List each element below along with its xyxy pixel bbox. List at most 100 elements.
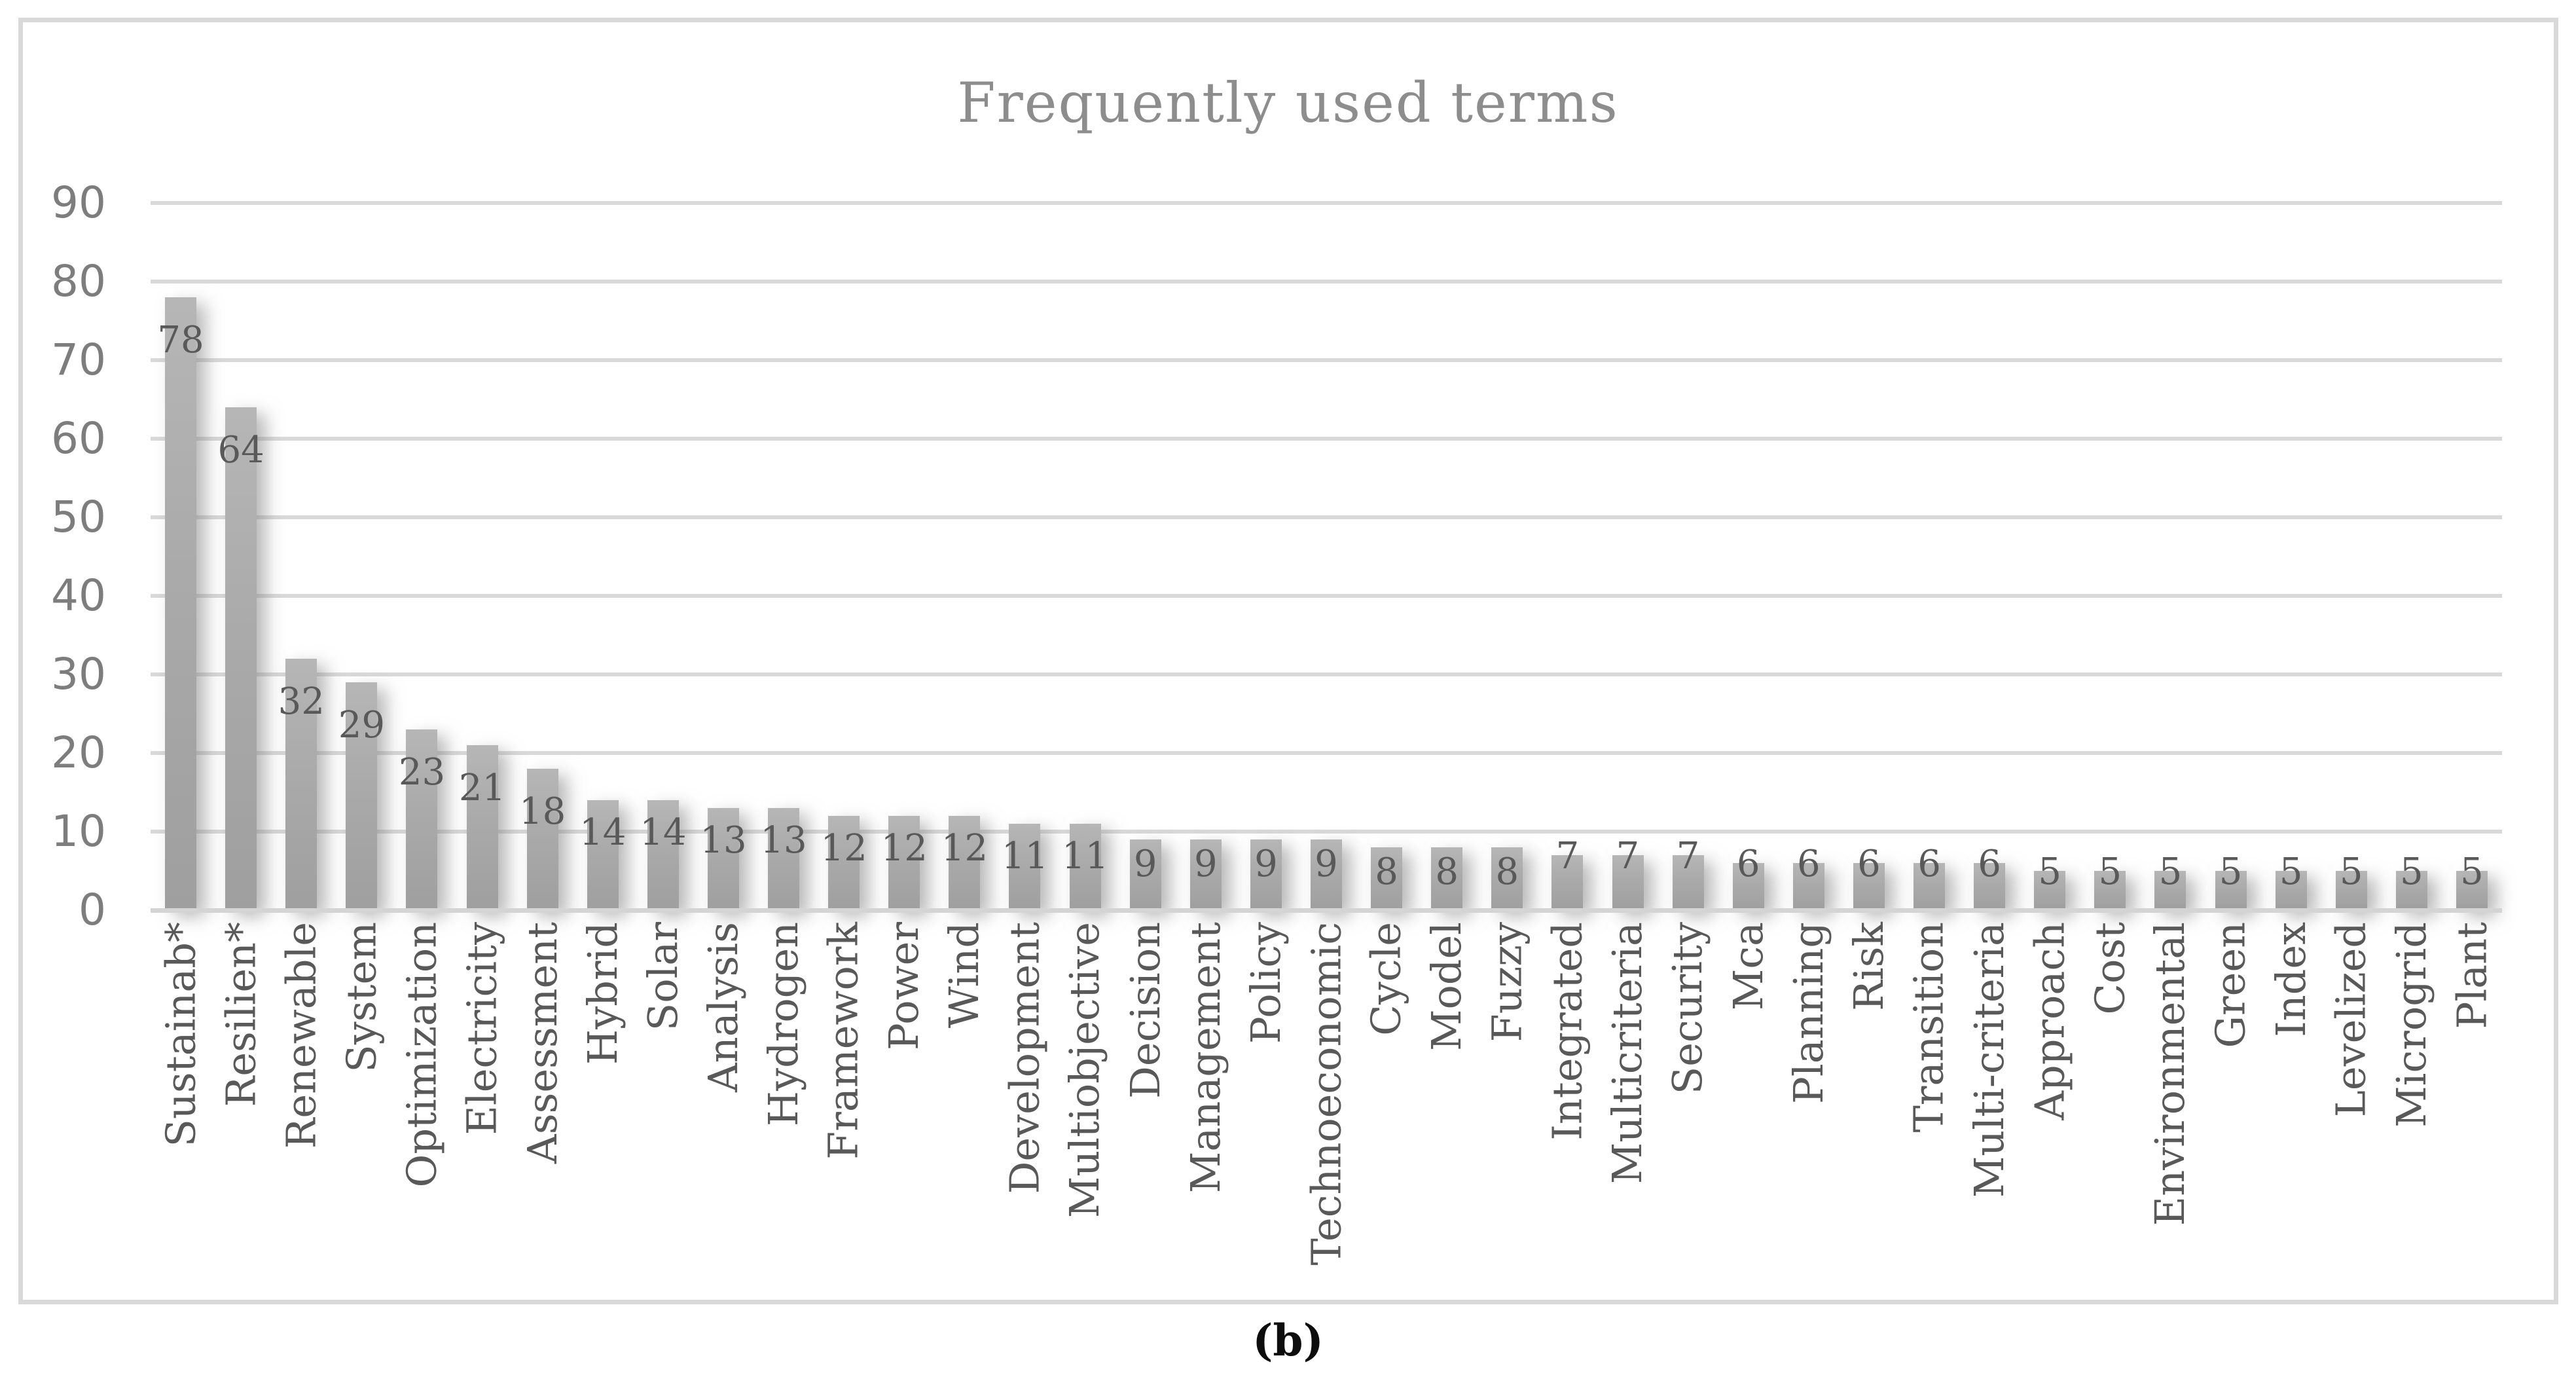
bar-value-label: 5 <box>2098 851 2122 893</box>
y-gridline <box>151 515 2502 519</box>
bar <box>1974 863 2006 910</box>
y-axis-tick-label: 80 <box>51 256 106 306</box>
y-gridline <box>151 201 2502 205</box>
bar-value-label: 8 <box>1375 851 1398 893</box>
bar-value-label: 23 <box>398 751 446 794</box>
bar-value-label: 5 <box>2158 851 2183 893</box>
y-gridline <box>151 672 2502 676</box>
x-axis-category-label: Management <box>1181 922 1229 1194</box>
bar-value-label: 7 <box>1555 835 1580 877</box>
bar-value-label: 5 <box>2400 851 2423 893</box>
bar <box>647 800 679 910</box>
bar-value-label: 9 <box>1254 843 1278 885</box>
x-axis-category-label: Framework <box>820 922 868 1160</box>
y-axis-tick-label: 70 <box>51 335 106 385</box>
x-axis-category-label: Solar <box>638 922 687 1031</box>
x-axis-category-label: Model <box>1423 922 1471 1052</box>
x-axis-category-label: Decision <box>1121 922 1169 1099</box>
bar <box>1612 855 1644 910</box>
bar <box>526 769 558 910</box>
x-axis-category-label: Risk <box>1844 922 1893 1011</box>
bar <box>1672 855 1704 910</box>
bar-value-label: 9 <box>1315 843 1338 885</box>
bar <box>2275 871 2307 910</box>
bar <box>587 800 619 910</box>
y-axis-tick-label: 90 <box>51 177 106 228</box>
bar-value-label: 14 <box>579 811 626 854</box>
x-axis-category-label: Security <box>1663 922 1712 1095</box>
bar <box>949 816 981 910</box>
bar-value-label: 12 <box>820 827 867 870</box>
y-axis-tick-label: 40 <box>51 570 106 621</box>
x-axis-category-label: Green <box>2206 922 2255 1048</box>
x-axis-category-label: Electricity <box>458 922 506 1135</box>
bar-value-label: 9 <box>1193 843 1218 885</box>
bar <box>1009 824 1041 910</box>
bar-value-label: 6 <box>1796 843 1821 885</box>
y-gridline <box>151 830 2502 834</box>
x-axis-category-label: Multi-criteria <box>1965 922 2014 1198</box>
x-axis-category-label: Technoeconomic <box>1302 922 1350 1266</box>
bar <box>768 808 800 910</box>
bar <box>1129 839 1161 910</box>
bar-value-label: 8 <box>1495 851 1519 893</box>
x-axis-category-label: Renewable <box>277 922 325 1149</box>
bar <box>225 407 257 910</box>
bar <box>2335 871 2367 910</box>
y-axis-tick-label: 30 <box>51 649 106 699</box>
bar-value-label: 13 <box>700 819 747 862</box>
x-axis-category-label: Transition <box>1905 922 1953 1133</box>
bar <box>1491 847 1523 910</box>
chart-title: Frequently used terms <box>957 71 1619 135</box>
bar-value-label: 8 <box>1435 851 1459 893</box>
bar <box>2395 871 2427 910</box>
bar-value-label: 5 <box>2279 851 2303 893</box>
bar-value-label: 12 <box>941 827 988 870</box>
x-axis-category-label: Index <box>2266 922 2315 1037</box>
bar-value-label: 12 <box>880 827 928 870</box>
bar <box>285 659 317 910</box>
x-axis-category-label: Analysis <box>698 922 747 1092</box>
bar-value-label: 21 <box>458 767 506 809</box>
bar-value-label: 6 <box>1857 843 1881 885</box>
bar-value-label: 9 <box>1133 843 1157 885</box>
x-axis-category-label: Planning <box>1784 922 1832 1104</box>
bar-value-label: 6 <box>1978 843 2001 885</box>
bar <box>1853 863 1885 910</box>
x-axis-category-label: Environmental <box>2146 922 2194 1226</box>
y-axis-tick-label: 10 <box>51 806 106 856</box>
bar <box>2154 871 2186 910</box>
bar <box>1551 855 1584 910</box>
bar-value-label: 14 <box>640 811 687 854</box>
x-axis-category-label: Plant <box>2447 922 2495 1029</box>
x-axis-category-label: Multicriteria <box>1603 922 1652 1185</box>
chart-frame <box>18 18 2558 1304</box>
x-axis-category-label: Multiobjective <box>1061 922 1109 1219</box>
bar-value-label: 5 <box>2460 851 2484 893</box>
bar-value-label: 5 <box>2038 851 2062 893</box>
x-axis-category-label: System <box>337 922 386 1073</box>
x-axis-category-label: Power <box>880 922 928 1050</box>
bar <box>1250 839 1282 910</box>
bar <box>466 745 498 910</box>
bar-value-label: 11 <box>1001 835 1049 877</box>
x-axis-category-label: Cost <box>2086 922 2134 1015</box>
x-axis-category-label: Approach <box>2025 922 2074 1120</box>
bar-value-label: 64 <box>217 429 264 471</box>
bar <box>1914 863 1946 910</box>
x-axis-category-label: Mca <box>1724 922 1772 1011</box>
y-gridline <box>151 437 2502 441</box>
y-axis-tick-label: 50 <box>51 492 106 542</box>
bar <box>707 808 739 910</box>
bar-value-label: 29 <box>338 704 385 746</box>
x-axis-category-label: Cycle <box>1362 922 1411 1036</box>
bar <box>1189 839 1222 910</box>
y-gridline <box>151 751 2502 755</box>
x-axis-category-label: Hybrid <box>578 922 626 1065</box>
bar <box>1311 839 1342 910</box>
x-axis-category-label: Hydrogen <box>759 922 808 1127</box>
bar-value-label: 6 <box>1917 843 1941 885</box>
bar <box>1431 847 1463 910</box>
bar-value-label: 7 <box>1676 835 1700 877</box>
bar-value-label: 13 <box>760 819 807 862</box>
